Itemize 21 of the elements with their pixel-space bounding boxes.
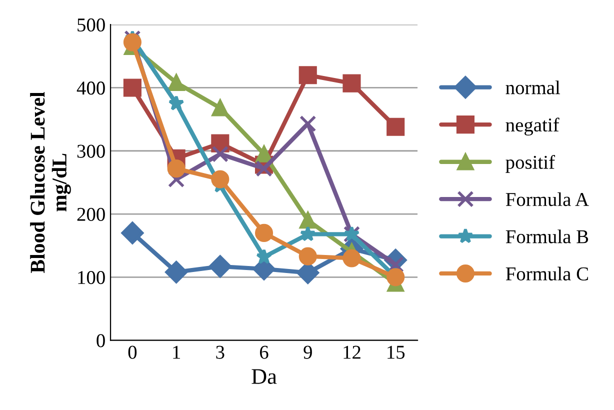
legend-label: positif — [506, 155, 556, 173]
y-tick-label: 100 — [78, 270, 105, 284]
y-tick-label: 400 — [76, 82, 105, 95]
x-tick-label: 12 — [344, 346, 360, 359]
legend-label: Formula B — [506, 230, 588, 244]
x-tick-label: 6 — [260, 346, 268, 359]
x-tick-label: 0 — [128, 346, 137, 359]
y-tick-label: 500 — [78, 18, 105, 32]
x-axis-title: Da — [252, 369, 277, 384]
x-tick-label: 15 — [388, 346, 405, 359]
legend-label: Formula A — [506, 192, 589, 206]
x-tick-label: 1 — [173, 346, 180, 359]
y-tick-label: 200 — [77, 208, 105, 221]
legend-label: Formula C — [506, 266, 588, 280]
legend-label: normal — [506, 80, 560, 94]
y-tick-label: 0 — [96, 334, 105, 348]
y-axis-title: Blood Glucose Level mg/dL — [30, 92, 71, 273]
x-tick-label: 3 — [216, 346, 224, 359]
legend-label: negatif — [506, 118, 560, 136]
y-tick-label: 300 — [77, 144, 105, 158]
x-tick-label: 9 — [304, 346, 312, 359]
